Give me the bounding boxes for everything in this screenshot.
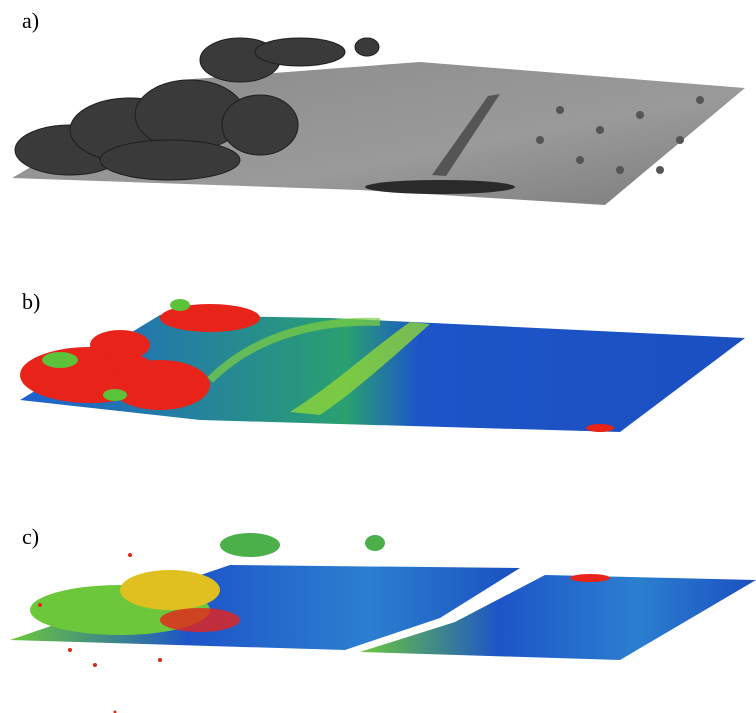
panel-b (20, 299, 745, 432)
panel-label: a) (22, 8, 39, 33)
figure: a) b) c) (0, 0, 756, 713)
panel-label: b) (22, 289, 40, 314)
hedge (365, 180, 515, 194)
panel-a (12, 38, 745, 205)
panel-c (10, 533, 756, 713)
panel-label: c) (22, 524, 39, 549)
